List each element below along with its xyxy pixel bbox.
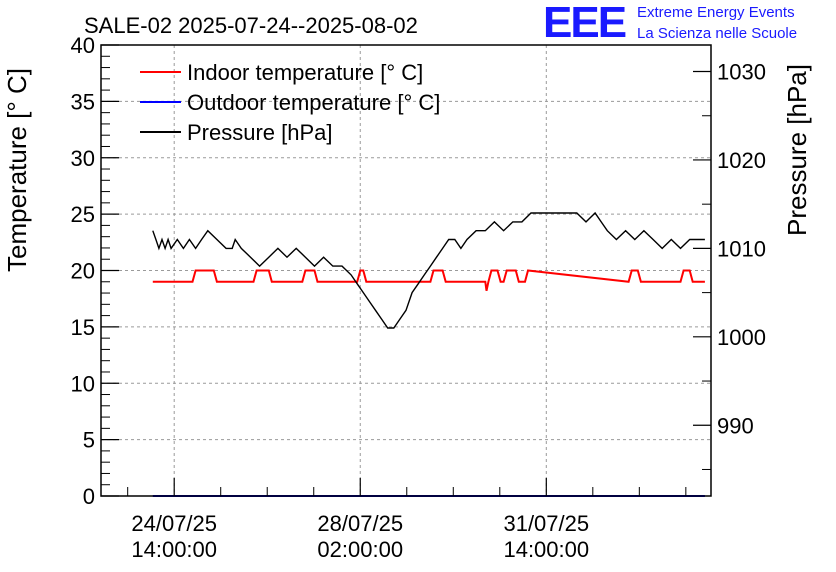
x-tick-label-date: 28/07/25 bbox=[317, 511, 403, 536]
series-layer bbox=[152, 211, 705, 497]
x-tick-label-time: 14:00:00 bbox=[131, 537, 217, 562]
y-tick-label: 20 bbox=[71, 259, 95, 284]
x-tick-label-date: 24/07/25 bbox=[131, 511, 217, 536]
y2-tick-label: 1010 bbox=[717, 236, 766, 261]
logo-tagline-1: Extreme Energy Events bbox=[637, 4, 795, 21]
legend: Indoor temperature [° C] Outdoor temperat… bbox=[140, 60, 440, 145]
y-tick-label: 30 bbox=[71, 146, 95, 171]
eee-logo: EEE bbox=[543, 0, 627, 47]
y-tick-label: 40 bbox=[71, 33, 95, 58]
series-line-2 bbox=[152, 211, 705, 329]
y2-axis-label: Pressure [hPa] bbox=[782, 64, 812, 236]
y-tick-label: 35 bbox=[71, 89, 95, 114]
y2-tick-label: 1030 bbox=[717, 60, 766, 85]
x-tick-label-time: 14:00:00 bbox=[503, 537, 589, 562]
y-tick-label: 15 bbox=[71, 315, 95, 340]
y-tick-label: 25 bbox=[71, 202, 95, 227]
series-line-0 bbox=[152, 269, 705, 292]
y-tick-label: 0 bbox=[83, 484, 95, 509]
legend-label-1: Outdoor temperature [° C] bbox=[187, 90, 440, 115]
axes: 0 5 10 15 20 25 30 35 40 990 1000 1010 1020 1030 24/07… bbox=[71, 33, 766, 562]
y-axis-label: Temperature [° C] bbox=[2, 68, 32, 272]
legend-label-2: Pressure [hPa] bbox=[187, 120, 333, 145]
x-tick-label-date: 31/07/25 bbox=[503, 511, 589, 536]
legend-label-0: Indoor temperature [° C] bbox=[187, 60, 423, 85]
y-tick-label: 5 bbox=[83, 428, 95, 453]
y2-tick-label: 1000 bbox=[717, 325, 766, 350]
logo-tagline-2: La Scienza nelle Scuole bbox=[637, 25, 798, 42]
chart-title: SALE-02 2025-07-24--2025-08-02 bbox=[84, 13, 418, 38]
x-tick-label-time: 02:00:00 bbox=[317, 537, 403, 562]
y2-tick-label: 990 bbox=[717, 413, 754, 438]
y-tick-label: 10 bbox=[71, 371, 95, 396]
y2-tick-label: 1020 bbox=[717, 148, 766, 173]
